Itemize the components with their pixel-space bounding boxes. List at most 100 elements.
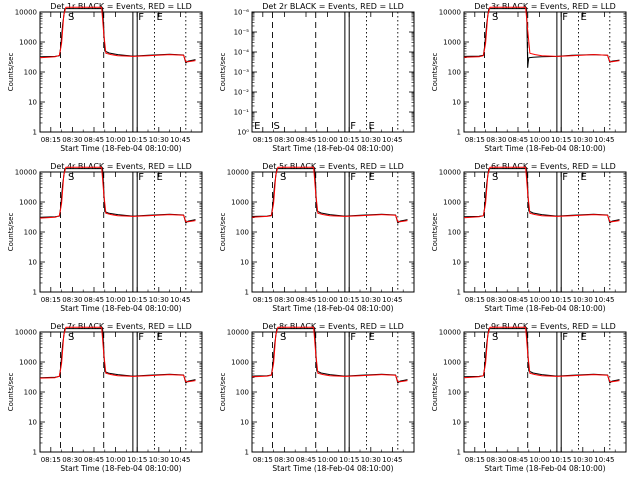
x-tick-label: 08:30 — [274, 296, 294, 304]
series-line-lld — [39, 6, 196, 63]
y-tick-label: 1 — [33, 449, 37, 457]
plot-frame — [463, 171, 627, 293]
y-tick-label: 10⁻⁶ — [234, 9, 250, 17]
marker-letter: E — [581, 172, 587, 183]
x-tick-label: 08:45 — [508, 136, 528, 144]
series-line-lld — [39, 166, 196, 223]
x-tick-label: 10:45 — [594, 456, 614, 464]
plot-frame — [251, 11, 415, 133]
x-axis-label: Start Time (18-Feb-04 08:10:00) — [484, 464, 605, 473]
x-tick-label: 08:15 — [41, 456, 61, 464]
y-tick-label: 10 — [28, 419, 37, 427]
x-tick-label: 08:30 — [274, 136, 294, 144]
x-axis-label: Start Time (18-Feb-04 08:10:00) — [60, 464, 181, 473]
x-tick-label: 10:30 — [149, 456, 169, 464]
series-line-lld — [251, 166, 408, 223]
x-tick-label: 10:45 — [594, 136, 614, 144]
x-tick-label: 08:30 — [274, 456, 294, 464]
marker-letter: F — [350, 121, 356, 132]
y-axis-label: Counts/sec — [7, 213, 15, 252]
y-tick-label: 100 — [24, 69, 37, 77]
y-tick-label: 100 — [448, 229, 461, 237]
panel-title: Det 1r BLACK = Events, RED = LLD — [50, 2, 192, 11]
x-tick-label: 10:45 — [382, 456, 402, 464]
y-tick-label: 10⁻² — [234, 89, 250, 97]
panel-det-9: Det 9r BLACK = Events, RED = LLD 1 10 100 10… — [431, 322, 627, 473]
marker-letter: E — [157, 332, 163, 343]
x-tick-label: 08:30 — [486, 456, 506, 464]
panel-title: Det 9r BLACK = Events, RED = LLD — [474, 322, 616, 331]
y-axis-label: Counts/sec — [431, 373, 439, 412]
panel-det-3: Det 3r BLACK = Events, RED = LLD 1 10 100 10… — [431, 2, 627, 153]
y-tick-label: 1 — [457, 449, 461, 457]
x-tick-label: 08:15 — [253, 136, 273, 144]
x-tick-label: 08:45 — [508, 456, 528, 464]
y-tick-label: 1000 — [19, 359, 37, 367]
x-axis-label: Start Time (18-Feb-04 08:10:00) — [272, 304, 393, 313]
x-tick-label: 08:15 — [253, 296, 273, 304]
x-tick-label: 10:45 — [382, 136, 402, 144]
marker-letter: S — [492, 12, 498, 23]
x-tick-label: 08:45 — [296, 296, 316, 304]
x-tick-label: 10:30 — [149, 296, 169, 304]
panel-title: Det 4r BLACK = Events, RED = LLD — [50, 162, 192, 171]
x-tick-label: 08:45 — [84, 136, 104, 144]
series-line-lld — [251, 326, 408, 383]
marker-letter: S — [68, 12, 74, 23]
x-axis-label: Start Time (18-Feb-04 08:10:00) — [60, 304, 181, 313]
x-tick-label: 08:30 — [486, 296, 506, 304]
marker-letter: S — [68, 172, 74, 183]
y-tick-label: 10 — [240, 419, 249, 427]
x-axis-label: Start Time (18-Feb-04 08:10:00) — [484, 304, 605, 313]
x-tick-label: 10:15 — [127, 456, 147, 464]
y-tick-label: 1000 — [231, 199, 249, 207]
series-line-lld — [463, 166, 620, 223]
panel-det-7: Det 7r BLACK = Events, RED = LLD 1 10 100 10… — [7, 322, 203, 473]
marker-letter: E — [581, 332, 587, 343]
y-tick-label: 10⁰ — [237, 129, 249, 137]
marker-letter: F — [562, 332, 568, 343]
marker-letter: E — [369, 332, 375, 343]
y-axis-label: Counts/sec — [219, 53, 227, 92]
y-tick-label: 100 — [448, 389, 461, 397]
plot-frame — [39, 11, 203, 133]
y-tick-label: 1 — [33, 129, 37, 137]
x-tick-label: 08:30 — [62, 456, 82, 464]
x-tick-label: 08:45 — [296, 456, 316, 464]
marker-letter: F — [350, 172, 356, 183]
x-tick-label: 10:15 — [551, 456, 571, 464]
y-axis-label: Counts/sec — [431, 213, 439, 252]
y-tick-label: 1 — [457, 289, 461, 297]
x-tick-label: 10:45 — [382, 296, 402, 304]
x-tick-label: 10:00 — [106, 296, 126, 304]
x-tick-label: 08:15 — [253, 456, 273, 464]
y-tick-label: 10⁻⁵ — [234, 29, 250, 37]
x-tick-label: 08:45 — [84, 456, 104, 464]
y-tick-label: 1000 — [19, 199, 37, 207]
marker-letter: F — [562, 12, 568, 23]
y-tick-label: 1000 — [443, 199, 461, 207]
x-tick-label: 08:15 — [41, 296, 61, 304]
x-tick-label: 10:30 — [573, 456, 593, 464]
marker-letter: E — [581, 12, 587, 23]
y-tick-label: 100 — [24, 389, 37, 397]
series-line-lld — [39, 326, 196, 383]
x-axis-label: Start Time (18-Feb-04 08:10:00) — [60, 144, 181, 153]
x-tick-label: 08:45 — [84, 296, 104, 304]
y-tick-label: 1000 — [19, 39, 37, 47]
marker-letter: E — [254, 121, 260, 132]
plot-frame — [463, 331, 627, 453]
marker-letter: S — [68, 332, 74, 343]
x-tick-label: 10:30 — [361, 296, 381, 304]
marker-letter: S — [280, 332, 286, 343]
plot-frame — [463, 11, 627, 133]
x-tick-label: 08:15 — [465, 136, 485, 144]
y-tick-label: 1000 — [443, 39, 461, 47]
y-axis-label: Counts/sec — [219, 213, 227, 252]
y-tick-label: 10⁻⁴ — [234, 49, 250, 57]
panel-title: Det 5r BLACK = Events, RED = LLD — [262, 162, 404, 171]
plot-frame — [251, 171, 415, 293]
y-tick-label: 1000 — [231, 359, 249, 367]
y-tick-label: 10000 — [15, 169, 37, 177]
x-tick-label: 10:45 — [594, 296, 614, 304]
